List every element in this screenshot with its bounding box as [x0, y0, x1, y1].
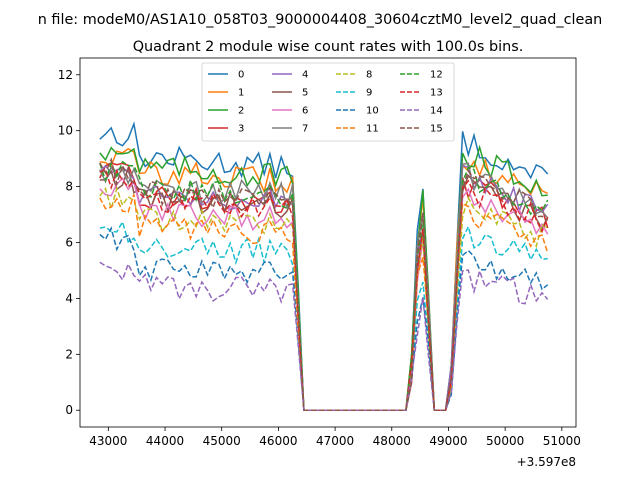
x-offset-label: +3.597e8 [517, 455, 576, 469]
series-layer [99, 121, 549, 411]
chart-suptitle: n file: modeM0/AS1A10_058T03_9000004408_… [38, 12, 603, 28]
legend-label: 12 [430, 70, 443, 81]
x-tick-label: 46000 [259, 434, 297, 448]
series-line-12 [99, 160, 549, 411]
legend-label: 7 [302, 124, 308, 135]
y-tick-label: 6 [65, 236, 73, 250]
x-axis: 43000 44000 45000 46000 47000 48000 49000 50000… [89, 427, 581, 448]
series-line-14 [99, 261, 549, 411]
legend-label: 10 [366, 106, 379, 117]
x-tick-label: 49000 [429, 434, 467, 448]
legend-label: 11 [366, 124, 379, 135]
series-line-7 [99, 162, 549, 411]
y-tick-label: 2 [65, 347, 73, 361]
y-tick-label: 12 [58, 68, 73, 82]
x-tick-label: 43000 [89, 434, 127, 448]
series-line-9 [99, 219, 548, 411]
x-tick-label: 51000 [543, 434, 581, 448]
series-line-15 [99, 157, 549, 411]
series-line-3 [99, 162, 549, 411]
x-tick-label: 47000 [316, 434, 354, 448]
series-line-11 [99, 194, 549, 411]
legend-label: 1 [238, 88, 244, 99]
legend-label: 5 [302, 88, 308, 99]
y-tick-label: 10 [58, 124, 73, 138]
x-tick-label: 45000 [203, 434, 241, 448]
legend-label: 4 [302, 70, 308, 81]
legend-label: 8 [366, 70, 372, 81]
legend-box [201, 62, 455, 142]
legend-label: 3 [238, 124, 244, 135]
x-tick-label: 48000 [373, 434, 411, 448]
y-tick-label: 8 [65, 180, 73, 194]
chart-title: Quadrant 2 module wise count rates with … [133, 39, 524, 55]
x-tick-label: 44000 [146, 434, 184, 448]
series-line-0 [99, 121, 549, 411]
series-line-6 [99, 177, 549, 411]
legend-label: 2 [238, 106, 244, 117]
legend-label: 6 [302, 106, 308, 117]
y-axis: 0 2 4 6 8 10 12 [58, 68, 80, 417]
series-line-1 [99, 147, 549, 411]
y-tick-label: 4 [65, 291, 73, 305]
series-line-8 [99, 185, 549, 411]
legend-label: 14 [430, 106, 443, 117]
legend-label: 0 [238, 70, 244, 81]
legend-label: 13 [430, 88, 443, 99]
x-tick-label: 50000 [486, 434, 524, 448]
legend-label: 15 [430, 124, 443, 135]
y-tick-label: 0 [65, 403, 73, 417]
legend-label: 9 [366, 88, 372, 99]
